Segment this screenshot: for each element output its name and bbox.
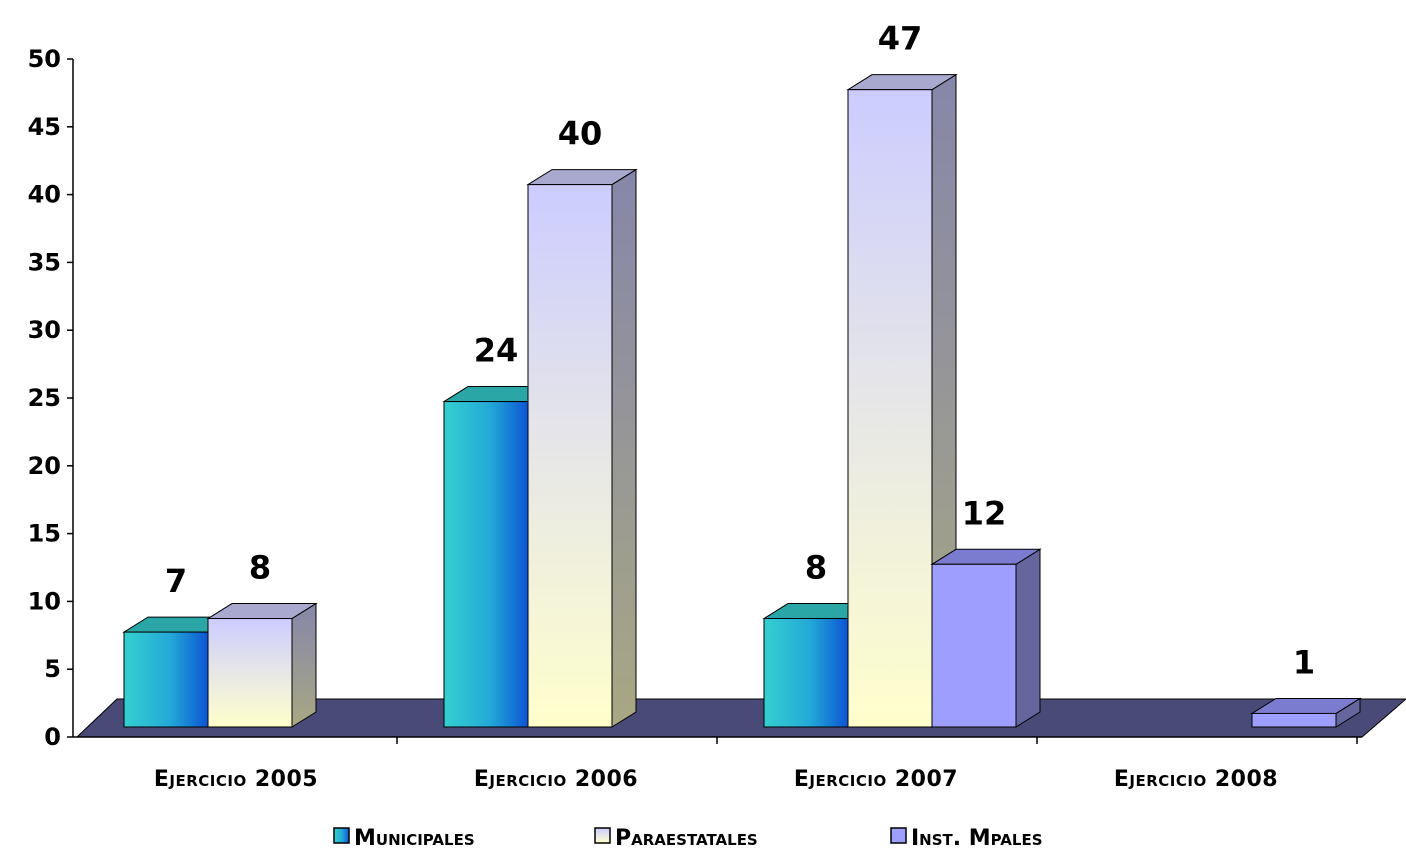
bar-front-face — [931, 563, 1017, 728]
legend-swatch-inst-mpales — [890, 827, 907, 844]
y-tick-label: 5 — [44, 655, 61, 683]
y-tick-label: 25 — [28, 384, 61, 412]
x-tick-label-ejercicio-2005: Ejercicio 2005 — [154, 767, 318, 792]
bar-inst-mpales-ejercicio-2007 — [930, 548, 1042, 728]
data-label-paraestatales-ejercicio-2006: 40 — [558, 115, 603, 153]
legend-swatch-municipales — [333, 827, 350, 844]
bar-paraestatales-ejercicio-2007 — [846, 73, 958, 728]
data-label-inst-mpales-ejercicio-2008: 1 — [1293, 643, 1315, 681]
x-tick-label-ejercicio-2008: Ejercicio 2008 — [1114, 767, 1278, 792]
bar-front-face — [443, 401, 529, 728]
y-tick-label: 45 — [28, 113, 61, 141]
y-tick-label: 15 — [28, 520, 61, 548]
bar-inst-mpales-ejercicio-2008 — [1250, 697, 1362, 728]
y-tick-label: 10 — [28, 587, 61, 615]
bar-side-face — [611, 168, 637, 728]
data-label-municipales-ejercicio-2007: 8 — [805, 549, 827, 587]
bar-side-face — [291, 602, 317, 728]
data-label-paraestatales-ejercicio-2005: 8 — [249, 549, 271, 587]
y-tick-label: 35 — [28, 248, 61, 276]
bar-front-face — [1251, 712, 1337, 728]
legend-label-inst-mpales: Inst. Mpales — [911, 826, 1043, 851]
legend-label-municipales: Municipales — [354, 826, 475, 851]
data-label-paraestatales-ejercicio-2007: 47 — [878, 20, 923, 58]
x-tick-label-ejercicio-2007: Ejercicio 2007 — [794, 767, 958, 792]
y-tick-label: 30 — [28, 316, 61, 344]
bar-front-face — [763, 618, 849, 728]
bar-front-face — [207, 618, 293, 728]
legend-swatch-paraestatales — [594, 827, 611, 844]
y-tick-label: 20 — [28, 452, 61, 480]
bar-front-face — [847, 89, 933, 728]
legend-label-paraestatales: Paraestatales — [615, 826, 758, 851]
bar-front-face — [527, 184, 613, 728]
y-tick-label: 40 — [28, 181, 61, 209]
bar-paraestatales-ejercicio-2005 — [206, 602, 318, 728]
data-label-municipales-ejercicio-2006: 24 — [474, 332, 519, 370]
bar-paraestatales-ejercicio-2006 — [526, 168, 638, 728]
data-label-inst-mpales-ejercicio-2007: 12 — [962, 494, 1007, 532]
x-tick-label-ejercicio-2006: Ejercicio 2006 — [474, 767, 638, 792]
bar-front-face — [123, 631, 209, 728]
y-tick-label: 0 — [44, 723, 61, 751]
y-tick-label: 50 — [28, 45, 61, 73]
bar-side-face — [1015, 548, 1041, 728]
data-label-municipales-ejercicio-2005: 7 — [165, 562, 187, 600]
